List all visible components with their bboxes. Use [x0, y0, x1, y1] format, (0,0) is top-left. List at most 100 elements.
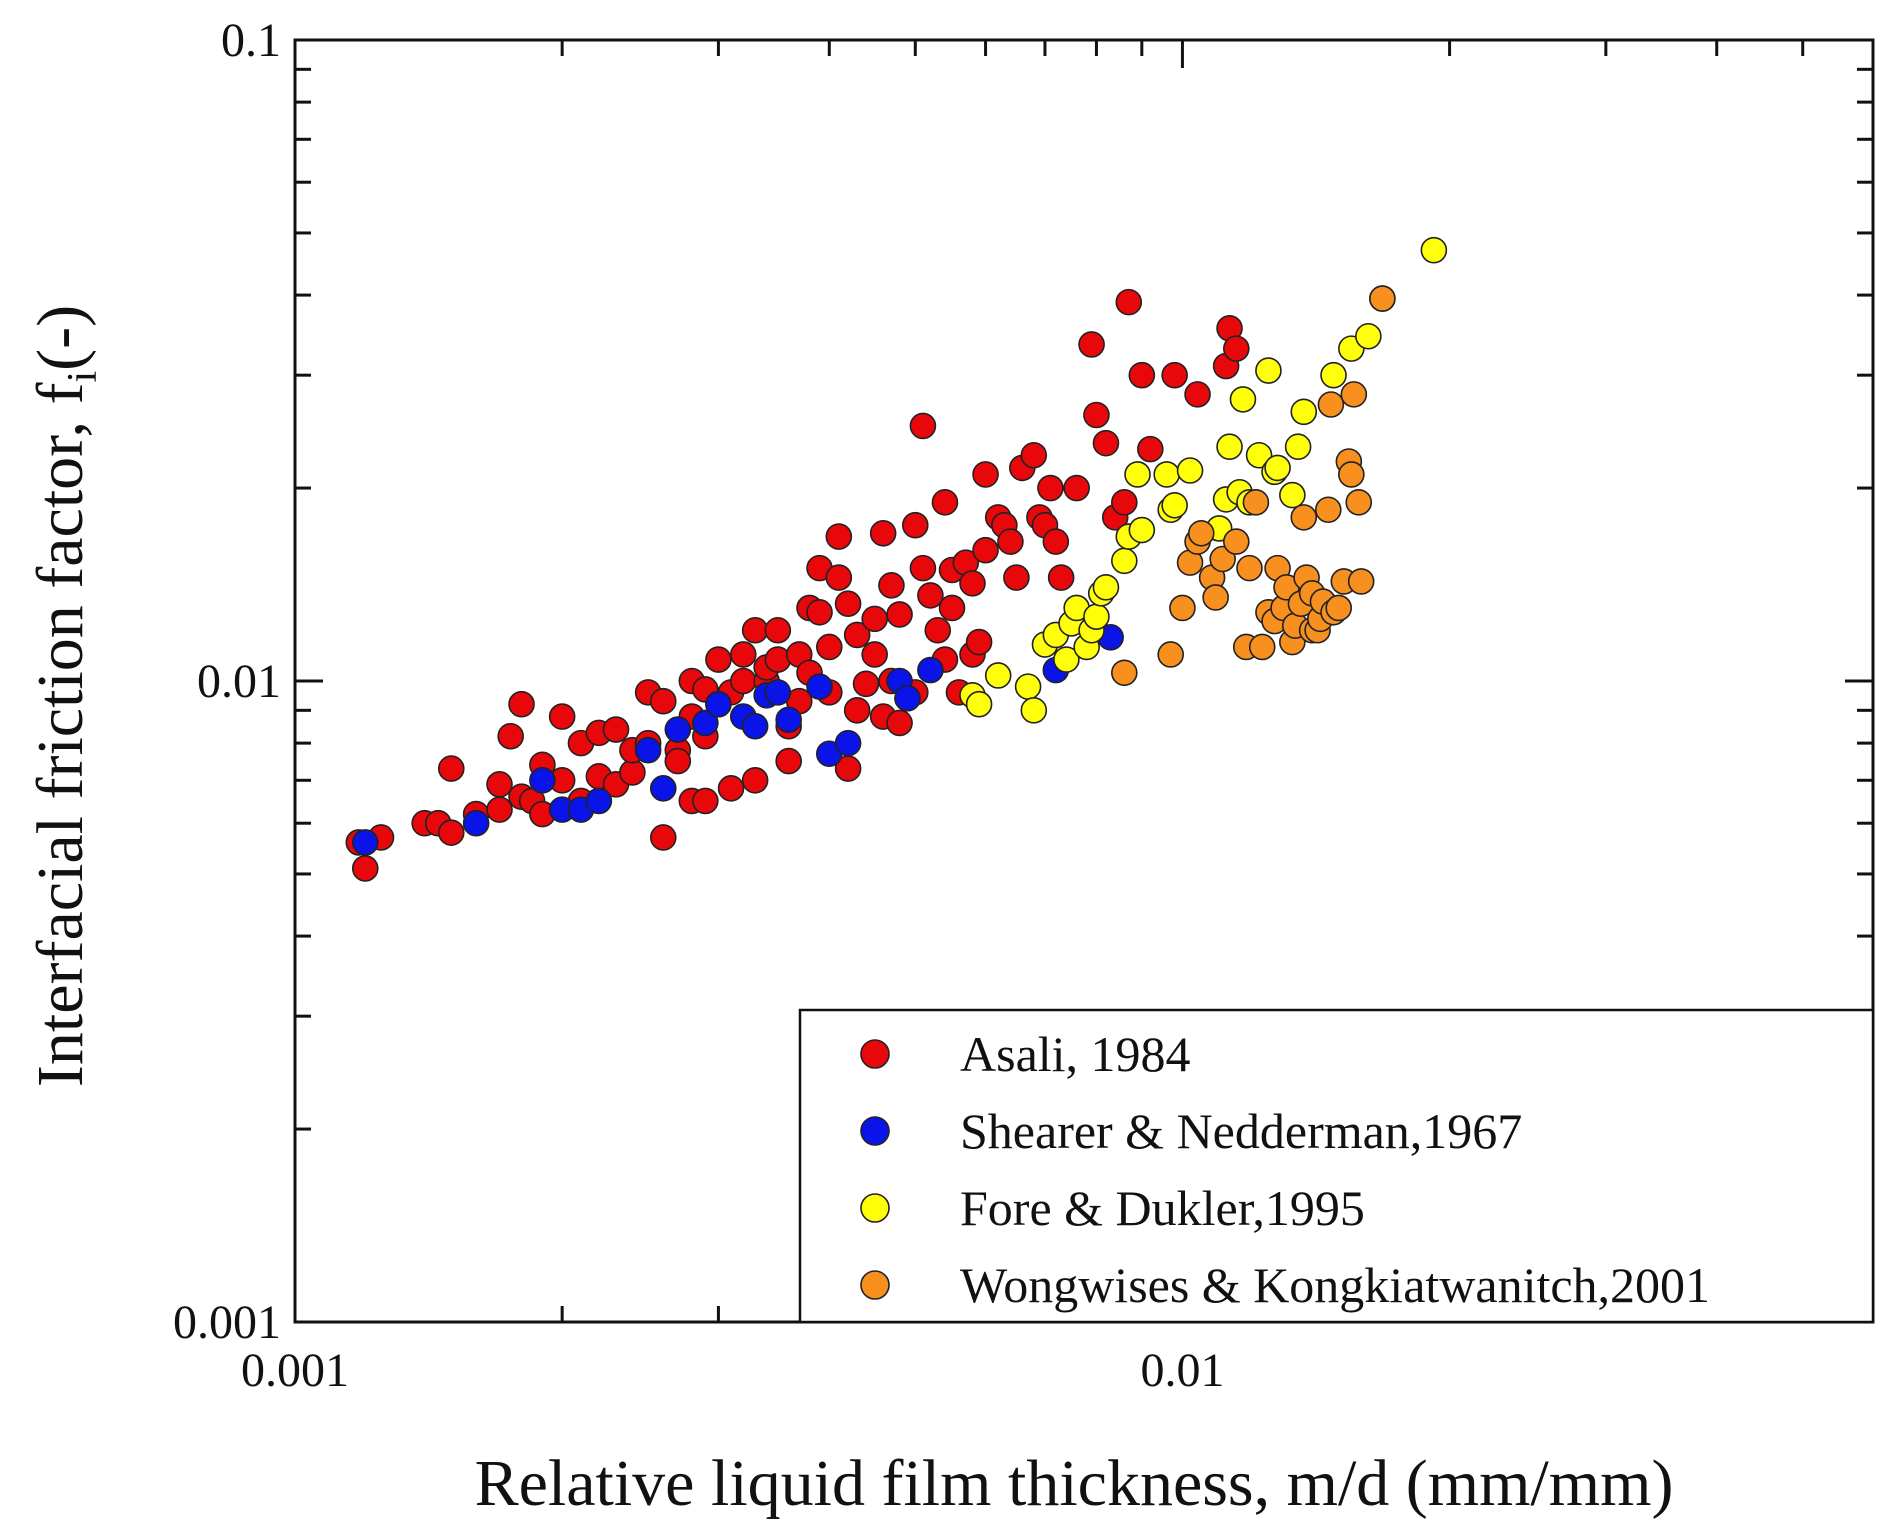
- data-point: [764, 616, 792, 644]
- data-point: [1420, 236, 1448, 264]
- data-point: [1042, 528, 1070, 555]
- data-point: [664, 747, 692, 775]
- data-point: [1157, 641, 1184, 668]
- data-point: [1092, 429, 1120, 457]
- data-point: [1111, 547, 1138, 575]
- series-1: [351, 623, 1124, 856]
- data-point: [924, 616, 952, 644]
- data-point: [1320, 361, 1347, 389]
- data-point: [1083, 603, 1110, 630]
- data-point: [938, 594, 966, 622]
- data-point: [1325, 594, 1353, 622]
- data-point: [1078, 331, 1105, 358]
- data-point: [764, 679, 792, 706]
- data-point: [1255, 357, 1282, 384]
- data-point: [1223, 335, 1250, 362]
- data-point: [741, 616, 769, 644]
- data-point: [1248, 633, 1276, 661]
- data-point: [741, 766, 769, 794]
- data-point: [886, 601, 913, 628]
- data-point: [486, 796, 513, 823]
- data-point: [806, 598, 833, 626]
- data-point: [861, 605, 888, 633]
- data-point: [909, 554, 937, 582]
- legend-marker: [860, 1039, 890, 1069]
- tick-labels: 0.001 0.01 0.001 0.01 0.1: [173, 14, 1224, 1397]
- data-point: [834, 590, 862, 618]
- legend-box: [798, 1008, 1875, 1324]
- data-point: [705, 646, 732, 673]
- data-point: [972, 461, 999, 488]
- data-point: [843, 621, 871, 649]
- data-point: [1209, 545, 1236, 573]
- data-point: [649, 824, 677, 851]
- data-point: [619, 759, 646, 786]
- legend-marker: [860, 1193, 890, 1223]
- data-point: [1020, 441, 1048, 469]
- data-point: [692, 709, 719, 737]
- data-point: [894, 684, 921, 712]
- data-point: [1338, 461, 1365, 488]
- data-point: [852, 670, 880, 698]
- series-2: [959, 236, 1448, 724]
- legend: Asali, 1984 Shearer & Nedderman,1967 Fore …: [798, 1008, 1875, 1324]
- data-point: [965, 628, 993, 656]
- data-point: [869, 519, 897, 547]
- data-point: [1128, 361, 1156, 389]
- data-point: [486, 770, 513, 798]
- data-point: [1355, 322, 1382, 350]
- data-point: [1124, 461, 1151, 488]
- data-point: [1290, 398, 1318, 426]
- legend-marker: [860, 1270, 890, 1300]
- data-point: [917, 582, 944, 609]
- x-tick-label: 0.01: [1140, 1344, 1224, 1397]
- data-point: [834, 729, 862, 757]
- x-axis-title: Relative liquid film thickness, m/d (mm/…: [475, 1447, 1674, 1520]
- data-point: [1063, 474, 1090, 502]
- data-point: [825, 564, 853, 591]
- data-point: [634, 736, 662, 764]
- series-3: [1111, 285, 1396, 687]
- y-axis-title: Interfacial friction factor, fi(-): [24, 305, 106, 1087]
- y-tick-label: 0.01: [197, 655, 281, 708]
- data-point: [1279, 481, 1306, 509]
- data-point: [965, 690, 993, 718]
- data-point: [1128, 516, 1156, 544]
- data-point: [1229, 386, 1257, 413]
- data-point: [806, 673, 833, 700]
- y-axis-title-suffix: (-): [24, 305, 97, 371]
- data-point: [692, 787, 719, 815]
- data-point: [1347, 568, 1375, 595]
- data-point: [437, 755, 465, 782]
- data-point: [959, 570, 986, 597]
- data-point: [1340, 381, 1368, 408]
- data-point: [775, 747, 802, 775]
- data-point: [1245, 441, 1273, 469]
- data-point: [351, 829, 379, 856]
- data-point: [972, 536, 999, 564]
- series-0: [345, 288, 1250, 882]
- data-point: [497, 722, 524, 750]
- data-point: [1111, 659, 1138, 687]
- y-axis-title-subscript: i: [60, 371, 106, 383]
- data-point: [1202, 584, 1229, 611]
- data-point: [1284, 433, 1312, 461]
- data-point: [1014, 673, 1042, 700]
- data-point: [1369, 285, 1396, 312]
- data-point: [1092, 574, 1120, 601]
- data-point: [1264, 454, 1291, 482]
- data-point: [901, 511, 929, 539]
- data-point: [984, 662, 1012, 689]
- data-point: [664, 716, 692, 743]
- data-point: [1187, 519, 1215, 547]
- legend-label: Shearer & Nedderman,1967: [960, 1103, 1522, 1159]
- data-point: [1047, 564, 1075, 591]
- data-point: [585, 787, 613, 815]
- data-point: [729, 667, 757, 695]
- data-point: [886, 709, 913, 737]
- data-point: [1111, 489, 1138, 516]
- data-point: [508, 690, 535, 718]
- data-point: [775, 706, 802, 734]
- data-point: [815, 633, 843, 661]
